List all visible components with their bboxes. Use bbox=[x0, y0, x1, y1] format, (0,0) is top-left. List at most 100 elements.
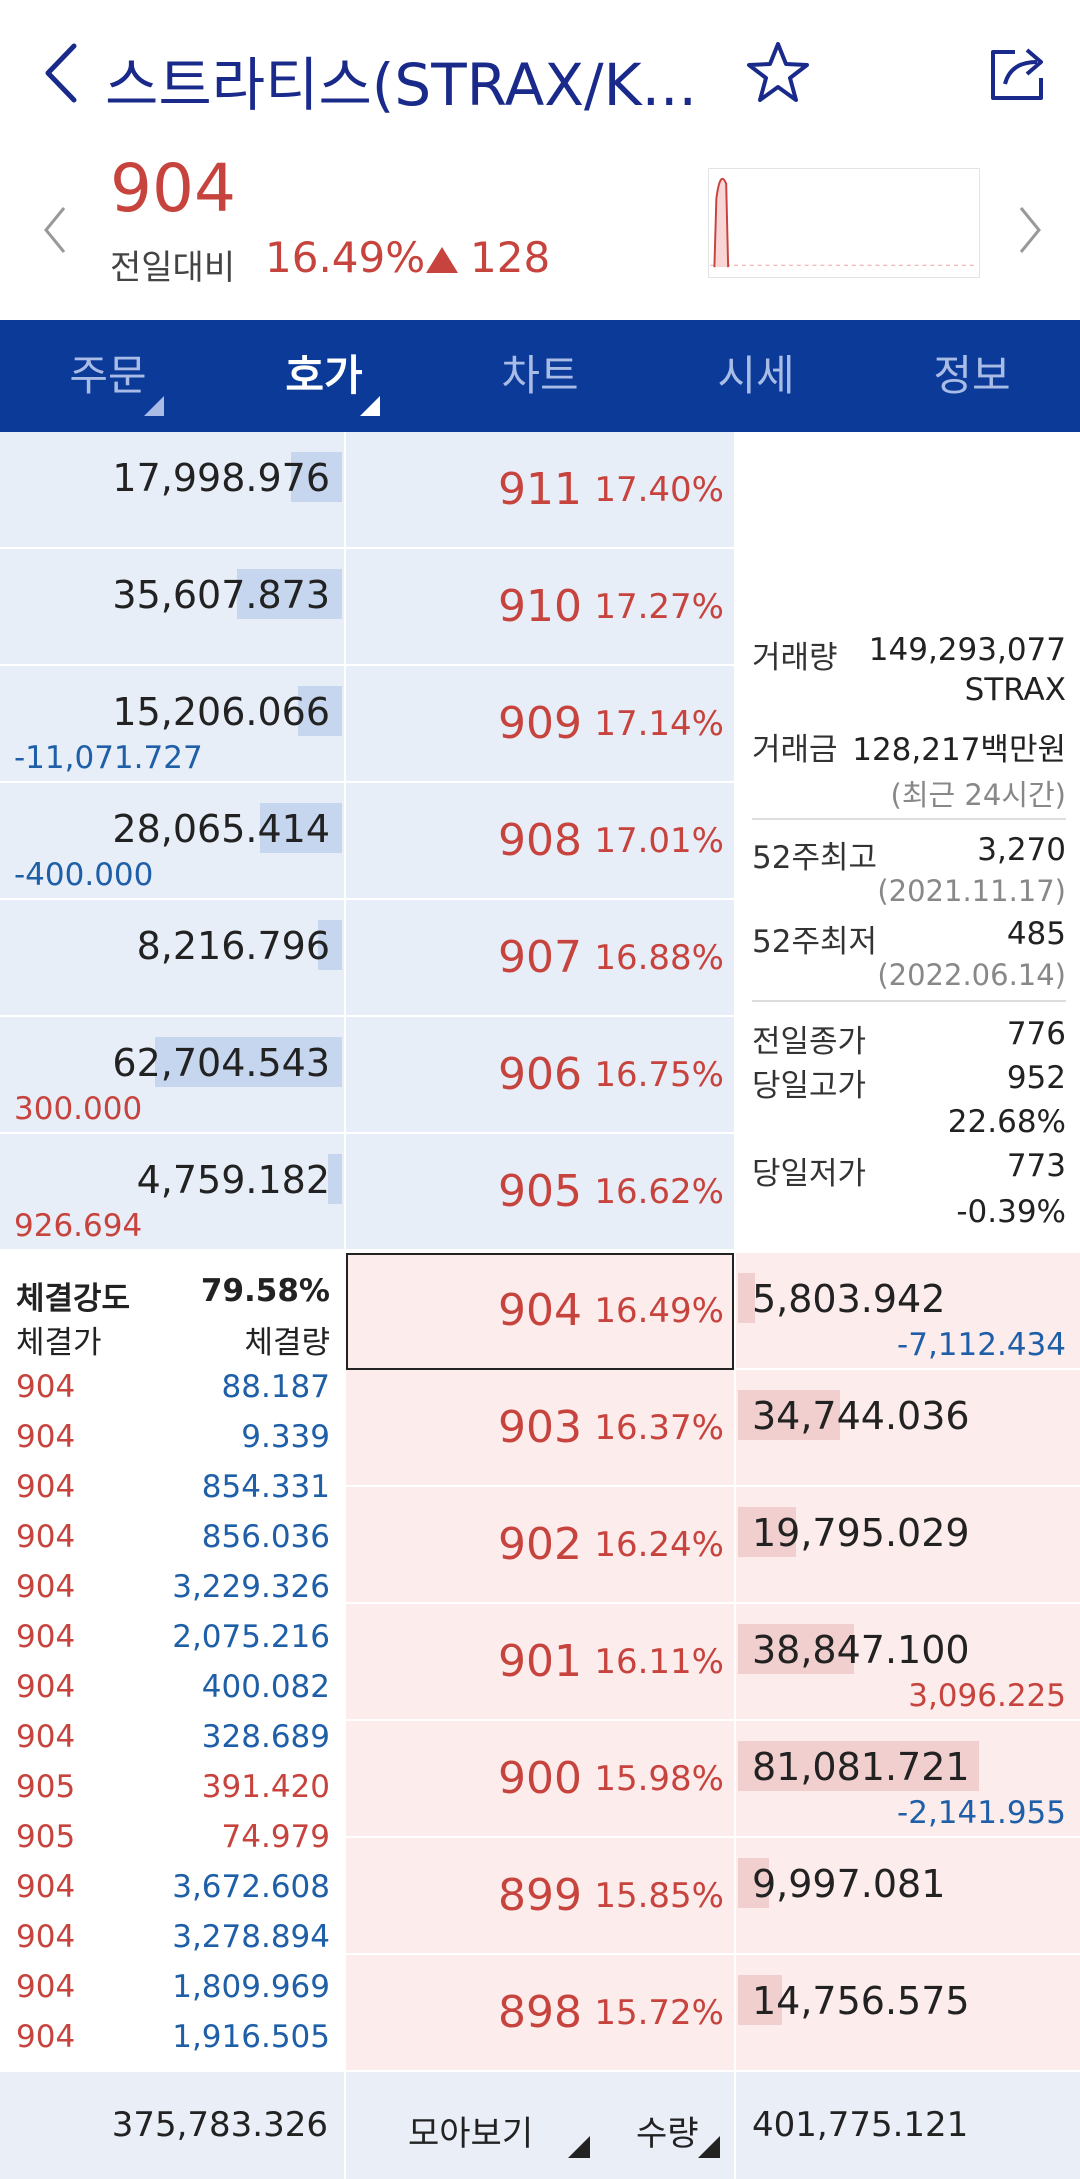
trade-price: 904 bbox=[16, 1719, 76, 1755]
bid-price-cell[interactable]: 898 15.72% bbox=[346, 1955, 734, 2070]
ask-row[interactable]: 8,216.796 907 16.88% bbox=[0, 900, 1080, 1017]
trade-history[interactable]: 체결강도 79.58% 체결가 체결량 904 88.187 904 9.339 904… bbox=[0, 1253, 344, 2072]
bid-price-cell[interactable]: 901 16.11% bbox=[346, 1604, 734, 1719]
bid-change: -7,112.434 bbox=[897, 1327, 1066, 1363]
high52-label: 52주최고 bbox=[752, 840, 878, 876]
ask-price-cell[interactable]: 909 17.14% bbox=[346, 666, 734, 781]
bid-row[interactable]: 901 16.11% 38,847.100 3,096.225 bbox=[0, 1604, 1080, 1721]
page-title: 스트라티스(STRAX/K... bbox=[105, 51, 695, 119]
bid-price: 900 bbox=[498, 1753, 582, 1804]
current-price: 904 bbox=[110, 150, 236, 227]
bid-qty-cell: 34,744.036 bbox=[736, 1370, 1080, 1485]
trade-price: 905 bbox=[16, 1819, 76, 1855]
mini-chart[interactable] bbox=[708, 168, 980, 278]
chevron-left-icon[interactable] bbox=[36, 38, 86, 108]
chevron-right-icon[interactable] bbox=[1015, 200, 1045, 260]
bid-row[interactable]: 899 15.85% 9,997.081 bbox=[0, 1838, 1080, 1955]
bottom-bar: 375,783.326 모아보기 수량 401,775.121 bbox=[0, 2072, 1080, 2179]
bid-price-cell[interactable]: 904 16.49% bbox=[346, 1253, 734, 1368]
bid-change: 3,096.225 bbox=[908, 1678, 1066, 1714]
trade-qty: 328.689 bbox=[201, 1719, 330, 1755]
trade-qty: 1,809.969 bbox=[172, 1969, 330, 2005]
bid-price-cell[interactable]: 902 16.24% bbox=[346, 1487, 734, 1602]
prev-close-value: 776 bbox=[1006, 1016, 1066, 1052]
amount-label: 거래금 bbox=[752, 732, 838, 768]
bid-price-cell[interactable]: 900 15.98% bbox=[346, 1721, 734, 1836]
ask-row[interactable]: 17,998.976 911 17.40% bbox=[0, 432, 1080, 549]
trade-qty: 88.187 bbox=[221, 1369, 330, 1405]
chevron-left-icon[interactable] bbox=[40, 200, 70, 260]
ask-row[interactable]: 62,704.543 300.000 906 16.75% bbox=[0, 1017, 1080, 1134]
ask-row[interactable]: 15,206.066 -11,071.727 909 17.14% bbox=[0, 666, 1080, 783]
bid-price: 903 bbox=[498, 1402, 582, 1453]
ask-qty: 35,607.873 bbox=[112, 573, 330, 617]
trade-row: 905 391.420 bbox=[0, 1769, 344, 1819]
ask-price-cell[interactable]: 906 16.75% bbox=[346, 1017, 734, 1132]
bid-qty: 9,997.081 bbox=[752, 1862, 946, 1906]
volume-value: 149,293,077 bbox=[868, 632, 1066, 668]
tab-order[interactable]: 주문 bbox=[0, 320, 216, 432]
ask-volume-bar bbox=[298, 686, 342, 736]
bid-price-cell[interactable]: 903 16.37% bbox=[346, 1370, 734, 1485]
bid-row[interactable]: 904 16.49% 5,803.942 -7,112.434 bbox=[0, 1253, 1080, 1370]
ask-percent: 17.01% bbox=[594, 821, 724, 861]
col-price-header: 체결가 bbox=[16, 1325, 102, 1361]
ask-percent: 17.14% bbox=[594, 704, 724, 744]
trade-price: 904 bbox=[16, 1969, 76, 2005]
trade-qty: 856.036 bbox=[201, 1519, 330, 1555]
quantity-toggle-button[interactable]: 수량 bbox=[636, 2114, 699, 2154]
trade-price: 904 bbox=[16, 1669, 76, 1705]
share-icon[interactable] bbox=[985, 40, 1051, 106]
tab-market[interactable]: 시세 bbox=[648, 320, 864, 432]
bid-row[interactable]: 898 15.72% 14,756.575 bbox=[0, 1955, 1080, 2072]
ask-row[interactable]: 35,607.873 910 17.27% bbox=[0, 549, 1080, 666]
dropdown-icon bbox=[698, 2136, 720, 2158]
ask-price-cell[interactable]: 908 17.01% bbox=[346, 783, 734, 898]
ask-percent: 16.88% bbox=[594, 938, 724, 978]
ask-row[interactable]: 4,759.182 926.694 905 16.62% bbox=[0, 1134, 1080, 1251]
ask-price-cell[interactable]: 907 16.88% bbox=[346, 900, 734, 1015]
ask-qty: 15,206.066 bbox=[112, 690, 330, 734]
bid-volume-bar bbox=[738, 1273, 755, 1323]
bid-row[interactable]: 903 16.37% 34,744.036 bbox=[0, 1370, 1080, 1487]
bid-row[interactable]: 902 16.24% 19,795.029 bbox=[0, 1487, 1080, 1604]
ask-qty-cell: 62,704.543 300.000 bbox=[0, 1017, 344, 1132]
trade-qty: 3,229.326 bbox=[172, 1569, 330, 1605]
ask-price: 905 bbox=[498, 1166, 582, 1217]
tab-label: 정보 bbox=[933, 351, 1011, 400]
ask-qty: 8,216.796 bbox=[136, 924, 330, 968]
collect-view-button[interactable]: 모아보기 bbox=[408, 2114, 534, 2154]
divider bbox=[734, 2072, 736, 2179]
bid-price: 902 bbox=[498, 1519, 582, 1570]
ask-price-cell[interactable]: 905 16.62% bbox=[346, 1134, 734, 1249]
bid-qty: 81,081.721 bbox=[752, 1745, 970, 1789]
bid-qty: 19,795.029 bbox=[752, 1511, 970, 1555]
ask-price-cell[interactable]: 911 17.40% bbox=[346, 432, 734, 547]
ask-volume-bar bbox=[237, 569, 342, 619]
bid-row[interactable]: 900 15.98% 81,081.721 -2,141.955 bbox=[0, 1721, 1080, 1838]
bid-price: 904 bbox=[498, 1285, 582, 1336]
tab-orderbook[interactable]: 호가 bbox=[216, 320, 432, 432]
dropdown-icon bbox=[568, 2136, 590, 2158]
ask-percent: 17.27% bbox=[594, 587, 724, 627]
ask-qty-cell: 35,607.873 bbox=[0, 549, 344, 664]
ask-price: 906 bbox=[498, 1049, 582, 1100]
ask-price-cell[interactable]: 910 17.27% bbox=[346, 549, 734, 664]
ask-qty-cell: 15,206.066 -11,071.727 bbox=[0, 666, 344, 781]
ask-change: -11,071.727 bbox=[14, 740, 203, 776]
trade-row: 904 1,916.505 bbox=[0, 2019, 344, 2069]
tab-info[interactable]: 정보 bbox=[864, 320, 1080, 432]
star-icon[interactable] bbox=[745, 40, 811, 106]
bid-volume-bar bbox=[738, 1624, 854, 1674]
bid-price: 898 bbox=[498, 1987, 582, 2038]
tab-chart[interactable]: 차트 bbox=[432, 320, 648, 432]
bid-qty: 14,756.575 bbox=[752, 1979, 970, 2023]
ask-qty-cell: 17,998.976 bbox=[0, 432, 344, 547]
bid-price-cell[interactable]: 899 15.85% bbox=[346, 1838, 734, 1953]
volume-unit: STRAX bbox=[964, 672, 1066, 708]
trade-row: 904 400.082 bbox=[0, 1669, 344, 1719]
bid-qty: 5,803.942 bbox=[752, 1277, 946, 1321]
prev-close-label: 전일종가 bbox=[752, 1024, 867, 1060]
ask-row[interactable]: 28,065.414 -400.000 908 17.01% bbox=[0, 783, 1080, 900]
trade-row: 904 9.339 bbox=[0, 1419, 344, 1469]
